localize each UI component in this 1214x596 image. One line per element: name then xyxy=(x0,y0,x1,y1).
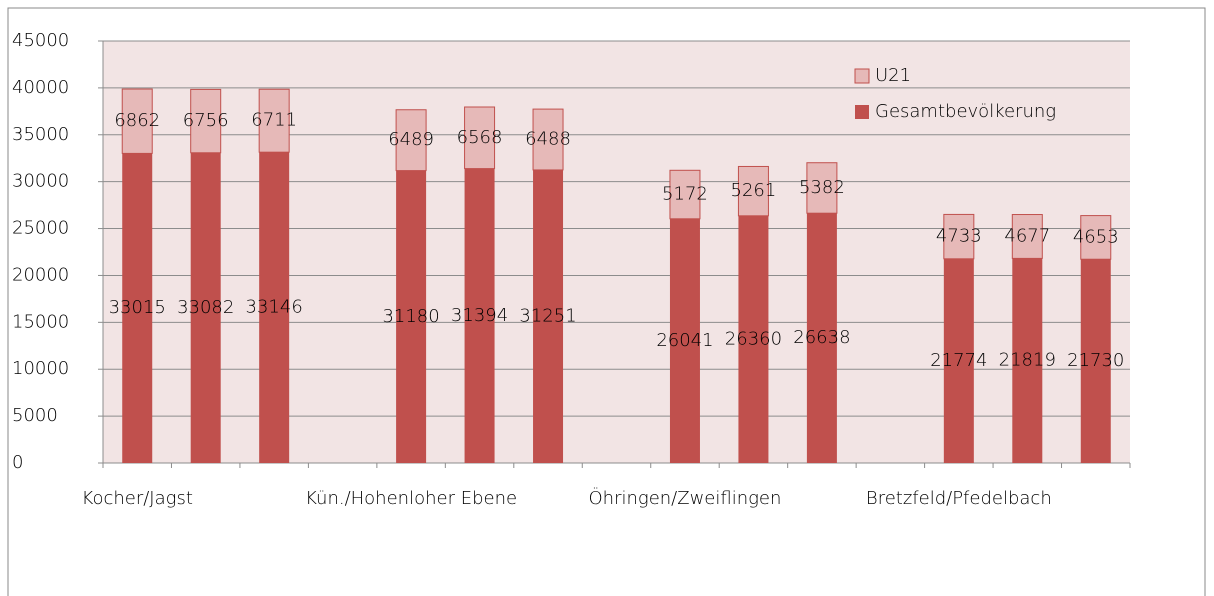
data-label: 33146 xyxy=(246,297,303,318)
bar-segment xyxy=(669,169,701,220)
legend-swatch xyxy=(855,105,869,119)
data-label: 6862 xyxy=(114,110,160,131)
data-label: 5382 xyxy=(799,177,845,198)
bar-segment xyxy=(259,152,290,463)
bar-segment xyxy=(943,258,974,463)
y-tick-label: 10000 xyxy=(12,358,69,379)
y-tick-label: 30000 xyxy=(12,171,69,192)
data-label: 6488 xyxy=(525,129,571,150)
y-tick-label: 15000 xyxy=(12,311,69,332)
data-label: 4733 xyxy=(936,226,982,247)
data-label: 6489 xyxy=(388,129,434,150)
data-label: 33082 xyxy=(177,297,234,318)
bar-segment xyxy=(669,218,700,463)
y-tick-label: 20000 xyxy=(12,264,69,285)
data-label: 33015 xyxy=(109,297,166,318)
bar-segment xyxy=(1080,259,1111,463)
y-tick-label: 5000 xyxy=(12,405,58,426)
bar-segment xyxy=(190,152,221,464)
bar-segment xyxy=(396,170,427,463)
data-label: 31180 xyxy=(382,306,439,327)
bar-segment xyxy=(464,106,496,170)
bar-segment xyxy=(806,213,837,463)
data-label: 31251 xyxy=(519,305,576,326)
data-label: 26638 xyxy=(793,327,850,348)
data-label: 21730 xyxy=(1067,350,1124,371)
data-label: 21819 xyxy=(999,350,1056,371)
data-label: 26041 xyxy=(656,330,713,351)
bar-segment xyxy=(122,153,153,463)
data-label: 26360 xyxy=(725,328,782,349)
x-tick-label: Kocher/Jagst xyxy=(82,488,193,509)
bar-segment xyxy=(943,213,975,260)
bar-segment xyxy=(806,162,838,214)
bar-segment xyxy=(121,88,153,154)
data-label: 4653 xyxy=(1073,226,1119,247)
bar-segment xyxy=(190,88,222,154)
x-tick-label: Öhringen/Zweiflingen xyxy=(589,487,782,509)
data-label: 5261 xyxy=(731,180,777,201)
y-tick-label: 40000 xyxy=(12,77,69,98)
bar-segment xyxy=(1080,215,1112,260)
x-tick-label: Bretzfeld/Pfedelbach xyxy=(866,488,1052,509)
data-label: 4677 xyxy=(1004,225,1050,246)
data-label: 31394 xyxy=(451,305,508,326)
bar-segment xyxy=(738,215,769,463)
legend-label: Gesamtbevölkerung xyxy=(875,101,1056,122)
y-tick-label: 0 xyxy=(12,452,23,473)
legend-label: U21 xyxy=(875,65,911,86)
bar-segment xyxy=(532,108,564,171)
legend-swatch xyxy=(854,68,870,84)
bar-segment xyxy=(533,169,564,464)
bar-segment xyxy=(1012,258,1043,463)
data-label: 21774 xyxy=(930,350,987,371)
bar-segment xyxy=(1011,214,1043,259)
data-label: 6756 xyxy=(183,110,229,131)
y-tick-label: 35000 xyxy=(12,124,69,145)
bar-segment xyxy=(258,88,290,153)
y-tick-label: 25000 xyxy=(12,218,69,239)
x-tick-label: Kün./Hohenloher Ebene xyxy=(305,488,517,509)
bar-segment xyxy=(395,109,427,172)
bar-segment xyxy=(737,165,769,217)
data-label: 6568 xyxy=(457,127,503,148)
data-label: 6711 xyxy=(251,110,297,131)
y-tick-label: 45000 xyxy=(12,30,69,51)
data-label: 5172 xyxy=(662,184,708,205)
bar-segment xyxy=(464,168,495,463)
